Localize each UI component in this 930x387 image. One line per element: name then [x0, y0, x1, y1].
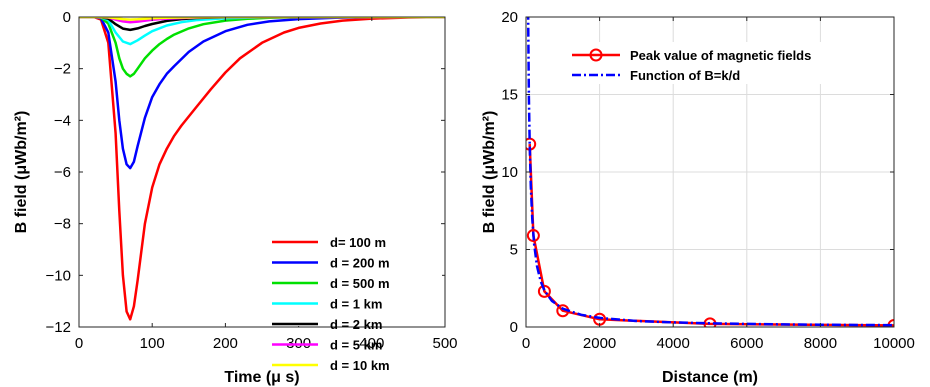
left-legend-label-4: d = 2 km	[330, 317, 382, 332]
left-x-tick-label-0: 0	[75, 335, 83, 352]
right-legend: Peak value of magnetic fields Function of…	[538, 42, 890, 84]
left-x-tick-label-5: 500	[432, 335, 457, 352]
right-x-tick-label-5: 10000	[873, 335, 915, 352]
left-legend-label-1: d = 200 m	[330, 256, 390, 271]
right-y-axis-label: B field (μWb/m²)	[481, 111, 498, 234]
left-legend-label-5: d = 5 km	[330, 338, 382, 353]
left-y-tick-label-4: −4	[54, 112, 71, 129]
right-x-tick-label-1: 2000	[583, 335, 616, 352]
right-chart: 0 2000 4000 6000 8000 10000 0 5 10 15 20 Distance …	[481, 9, 915, 386]
right-y-tick-label-1: 5	[510, 242, 518, 259]
right-y-tick-label-0: 0	[510, 319, 518, 336]
left-legend-box	[268, 230, 442, 326]
right-x-tick-label-3: 6000	[730, 335, 763, 352]
right-legend-label-0: Peak value of magnetic fields	[630, 48, 811, 63]
left-series-line-1	[79, 17, 445, 170]
right-y-tick-label-3: 15	[501, 87, 518, 104]
right-series-0-point-1	[526, 229, 540, 243]
left-y-tick-label-5: −2	[54, 61, 71, 78]
right-y-tick-label-4: 20	[501, 9, 518, 26]
right-y-tick-label-2: 10	[501, 164, 518, 181]
left-x-tick-label-1: 100	[140, 335, 165, 352]
left-x-tick-label-4: 400	[359, 335, 384, 352]
left-y-tick-label-2: −8	[54, 216, 71, 233]
left-ticks: 0100200300400500−12−10−8−6−4−20	[46, 9, 458, 352]
left-y-tick-label-3: −6	[54, 164, 71, 181]
right-x-tick-label-4: 8000	[804, 335, 837, 352]
right-legend-marker-0	[589, 48, 603, 62]
left-y-tick-label-1: −10	[46, 267, 71, 284]
left-legend-label-2: d = 500 m	[330, 276, 390, 291]
right-x-tick-label-0: 0	[522, 335, 530, 352]
right-ticks: 0 2000 4000 6000 8000 10000 0 5 10 15 20	[501, 9, 915, 352]
left-series-line-0	[79, 17, 445, 321]
left-legend-label-0: d= 100 m	[330, 235, 386, 250]
left-legend-label-3: d = 1 km	[330, 297, 382, 312]
right-x-axis-label: Distance (m)	[662, 369, 758, 386]
right-series-line-1	[526, 17, 894, 327]
left-y-tick-label-0: −12	[46, 319, 71, 336]
right-series-0-point-2	[537, 284, 551, 298]
left-y-axis-label: B field (μWb/m²)	[13, 111, 30, 234]
left-y-tick-label-6: 0	[63, 9, 71, 26]
right-legend-label-1: Function of B=k/d	[630, 68, 740, 83]
left-chart: 0100200300400500−12−10−8−6−4−20 Time (μ …	[13, 9, 458, 386]
right-series-group	[526, 17, 894, 327]
left-legend: d= 100 m d = 200 m d = 500 m d = 1 km d = 2 …	[268, 230, 442, 373]
left-legend-label-6: d = 10 km	[330, 358, 390, 373]
right-x-tick-label-2: 4000	[657, 335, 690, 352]
left-x-tick-label-2: 200	[213, 335, 238, 352]
left-x-axis-label: Time (μ s)	[224, 369, 299, 386]
